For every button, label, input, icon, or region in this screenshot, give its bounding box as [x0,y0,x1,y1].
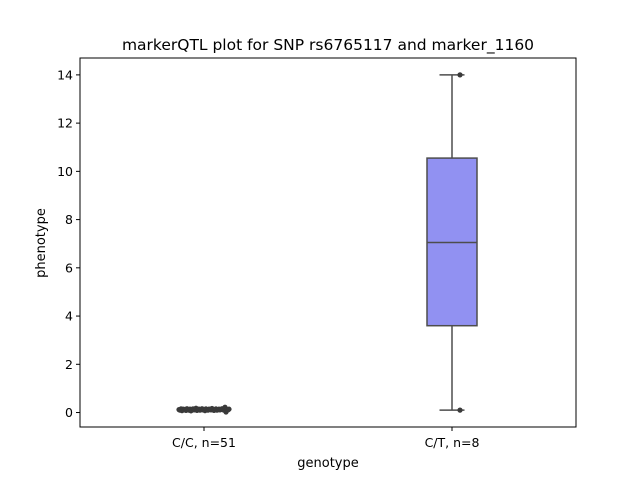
y-tick-label: 14 [57,67,73,82]
plot-area [176,72,478,415]
chart-title: markerQTL plot for SNP rs6765117 and mar… [122,36,534,55]
plot-frame [79,57,577,428]
y-axis: 0 2 4 6 8 10 12 14 [57,67,80,420]
y-tick-label: 2 [65,357,73,372]
y-tick-label: 0 [65,405,73,420]
x-axis-label: genotype [297,456,358,471]
y-tick-label: 10 [57,164,73,179]
y-tick-label: 8 [65,212,73,227]
x-tick-label: C/T, n=8 [425,435,480,450]
data-point [226,406,232,412]
box-2 [426,72,478,413]
data-point [457,72,463,78]
data-point [457,407,463,413]
y-tick-label: 12 [57,116,73,131]
y-tick-label: 6 [65,260,73,275]
x-tick-label: C/C, n=51 [172,435,236,450]
y-tick-label: 4 [65,309,73,324]
y-axis-label: phenotype [34,208,49,278]
box-1 [176,404,232,415]
x-axis: C/C, n=51 C/T, n=8 [172,427,479,450]
